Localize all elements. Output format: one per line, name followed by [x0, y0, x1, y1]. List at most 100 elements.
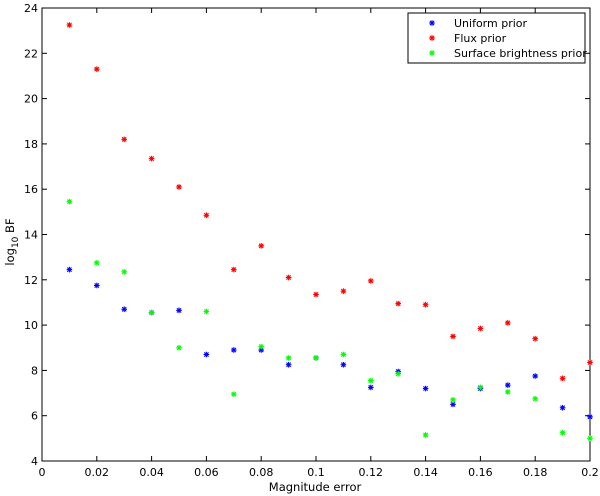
data-point: [258, 343, 264, 350]
legend-entry: Surface brightness prior: [429, 47, 587, 60]
y-tick-label: 14: [24, 229, 38, 242]
y-tick-label: 6: [31, 410, 38, 423]
data-point: [477, 325, 484, 332]
y-axis-label-subscript: 10: [11, 236, 21, 248]
data-point: [422, 385, 429, 392]
data-point: [203, 212, 210, 219]
data-point: [505, 320, 511, 326]
data-point: [505, 382, 511, 388]
data-point: [587, 414, 593, 420]
data-point: [532, 335, 538, 342]
data-point: [148, 309, 155, 316]
x-tick-label: 0.06: [194, 466, 219, 479]
data-point: [559, 429, 566, 436]
x-tick-label: 0.02: [85, 466, 110, 479]
data-point: [285, 361, 292, 368]
data-point: [285, 355, 292, 361]
data-point: [258, 243, 264, 249]
x-tick-label: 0.18: [523, 466, 548, 479]
data-point: [368, 377, 374, 384]
legend-label: Surface brightness prior: [454, 47, 587, 60]
data-point: [395, 370, 401, 377]
series-flux-prior: [66, 22, 593, 382]
data-point: [422, 432, 429, 438]
data-point: [121, 269, 127, 275]
data-point: [477, 384, 484, 391]
y-tick-label: 12: [24, 274, 38, 287]
legend-marker: [429, 20, 435, 26]
y-tick-label: 24: [24, 2, 38, 15]
data-point: [94, 260, 100, 266]
legend-marker: [429, 35, 435, 41]
data-point: [340, 288, 347, 294]
data-point: [231, 391, 237, 397]
legend-label: Flux prior: [454, 32, 507, 45]
y-axis-label-main: log: [3, 248, 17, 266]
data-point: [505, 389, 511, 395]
legend-entry: Flux prior: [429, 32, 507, 45]
data-point: [94, 66, 100, 72]
y-tick-label: 8: [31, 364, 38, 377]
data-point: [176, 344, 182, 351]
data-point: [532, 395, 538, 402]
y-tick-label: 16: [24, 183, 38, 196]
data-point: [66, 22, 73, 28]
data-point: [450, 333, 456, 340]
data-point: [422, 301, 429, 308]
legend-box: [407, 12, 586, 64]
data-point: [66, 266, 73, 273]
data-point: [368, 278, 374, 284]
legend-marker: [429, 50, 435, 56]
legend: Uniform prior Flux prior Surface brightnes…: [407, 12, 587, 64]
x-tick-label: 0.04: [139, 466, 164, 479]
data-point: [203, 351, 210, 358]
data-point: [559, 375, 566, 382]
data-markers: [66, 22, 593, 442]
data-point: [587, 359, 593, 366]
data-point: [121, 306, 127, 313]
y-axis-ticks: 4 6 8 10 12 14 16 18 20 22 24: [24, 2, 590, 468]
data-point: [176, 307, 182, 314]
data-point: [148, 155, 155, 162]
y-tick-label: 22: [24, 47, 38, 60]
x-tick-label: 0.12: [359, 466, 384, 479]
data-point: [94, 282, 100, 289]
data-point: [313, 355, 319, 361]
data-point: [285, 274, 292, 281]
legend-label: Uniform prior: [454, 17, 528, 30]
y-tick-label: 18: [24, 138, 38, 151]
x-tick-label: 0.1: [307, 466, 325, 479]
axes-frame: [41, 7, 591, 462]
series-surface-brightness-prior: [66, 198, 593, 442]
data-point: [176, 184, 182, 190]
x-tick-label: 0.14: [413, 466, 438, 479]
data-point: [340, 351, 347, 358]
x-tick-label: 0.08: [249, 466, 274, 479]
x-tick-label: 0.2: [581, 466, 599, 479]
data-point: [559, 404, 566, 411]
y-tick-label: 4: [31, 455, 38, 468]
data-point: [450, 397, 456, 403]
x-tick-label: 0.16: [468, 466, 493, 479]
data-point: [532, 373, 538, 379]
data-point: [587, 435, 593, 442]
x-tick-label: 0: [39, 466, 46, 479]
data-point: [231, 266, 237, 273]
data-point: [66, 198, 73, 205]
data-point: [231, 347, 237, 353]
y-axis-label-tail: BF: [3, 218, 17, 236]
x-axis-ticks: 0 0.02 0.04 0.06 0.08 0.1 0.12 0.14 0.16 0.18 0.2: [39, 8, 599, 479]
data-point: [368, 384, 374, 391]
y-tick-label: 10: [24, 319, 38, 332]
data-point: [313, 291, 319, 298]
plot-area-border: [41, 7, 591, 462]
data-point: [203, 308, 210, 315]
y-tick-label: 20: [24, 93, 38, 106]
data-point: [340, 361, 347, 368]
data-point: [395, 300, 401, 307]
data-point: [121, 136, 127, 143]
x-axis-label: Magnitude error: [269, 480, 362, 494]
y-axis-label: log10 BF: [3, 218, 21, 265]
